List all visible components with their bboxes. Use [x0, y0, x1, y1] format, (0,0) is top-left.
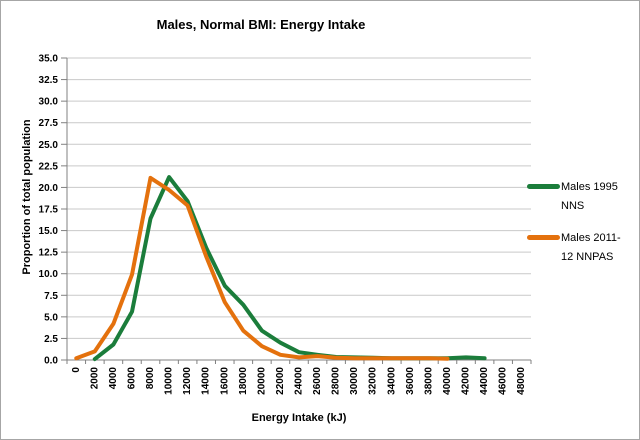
x-tick-label: 4000 [108, 367, 119, 390]
legend-label: Males 1995 NNS [561, 178, 618, 216]
y-tick-label: 32.5 [39, 75, 59, 86]
y-tick-label: 25.0 [39, 140, 59, 151]
y-tick-label: 5.0 [44, 312, 58, 323]
legend-label: Males 2011- 12 NNPAS [561, 229, 621, 267]
legend-entry-males-1995-nns: Males 1995 NNS [527, 178, 621, 216]
x-tick-label: 14000 [201, 367, 212, 395]
y-tick-label: 22.5 [39, 161, 59, 172]
y-tick-label: 0.0 [44, 356, 58, 367]
y-tick-label: 30.0 [39, 97, 59, 108]
x-tick-label: 16000 [219, 367, 230, 395]
legend-label-line: Males 1995 [561, 181, 618, 193]
chart-title: Males, Normal BMI: Energy Intake [156, 17, 366, 32]
x-tick-label: 46000 [498, 367, 509, 395]
y-axis-title: Proportion of total population [21, 119, 33, 275]
x-tick-label: 12000 [182, 367, 193, 395]
x-tick-label: 20000 [256, 367, 267, 395]
y-tick-label: 10.0 [39, 269, 59, 280]
y-tick-label: 27.5 [39, 118, 59, 129]
x-tick-label: 34000 [386, 367, 397, 395]
y-tick-label: 7.5 [44, 291, 58, 302]
x-tick-label: 18000 [238, 367, 249, 395]
legend-line-sample-green [527, 184, 560, 189]
y-tick-label: 17.5 [39, 205, 59, 216]
y-tick-label: 20.0 [39, 183, 59, 194]
x-tick-label: 30000 [349, 367, 360, 395]
x-tick-label: 44000 [479, 367, 490, 395]
x-tick-label: 6000 [126, 367, 137, 390]
x-tick-label: 42000 [461, 367, 472, 395]
legend-line-sample-orange [527, 235, 560, 240]
legend: Males 1995 NNS Males 2011- 12 NNPAS [527, 178, 621, 280]
x-tick-label: 26000 [312, 367, 323, 395]
legend-label-line: 12 NNPAS [561, 251, 614, 263]
y-tick-label: 15.0 [39, 226, 59, 237]
x-tick-label: 0 [71, 367, 82, 373]
x-tick-label: 48000 [516, 367, 527, 395]
legend-label-line: NNS [561, 200, 585, 212]
y-tick-label: 2.5 [44, 334, 58, 345]
x-tick-label: 38000 [423, 367, 434, 395]
x-tick-label: 10000 [164, 367, 175, 395]
x-tick-label: 36000 [405, 367, 416, 395]
x-tick-label: 32000 [368, 367, 379, 395]
legend-entry-males-2011-12-nnpas: Males 2011- 12 NNPAS [527, 229, 621, 267]
x-tick-label: 22000 [275, 367, 286, 395]
y-tick-label: 35.0 [39, 54, 59, 65]
series-line-males-2011-12-nnpas [74, 175, 450, 361]
x-tick-label: 24000 [294, 367, 305, 395]
series-line-males-1995-nns [92, 175, 487, 362]
y-tick-label: 12.5 [39, 248, 59, 259]
legend-label-line: Males 2011- [561, 232, 621, 244]
x-tick-label: 40000 [442, 367, 453, 395]
x-tick-label: 28000 [331, 367, 342, 395]
x-tick-label: 2000 [89, 367, 100, 390]
x-axis-title: Energy Intake (kJ) [251, 412, 347, 424]
x-tick-label: 8000 [145, 367, 156, 390]
